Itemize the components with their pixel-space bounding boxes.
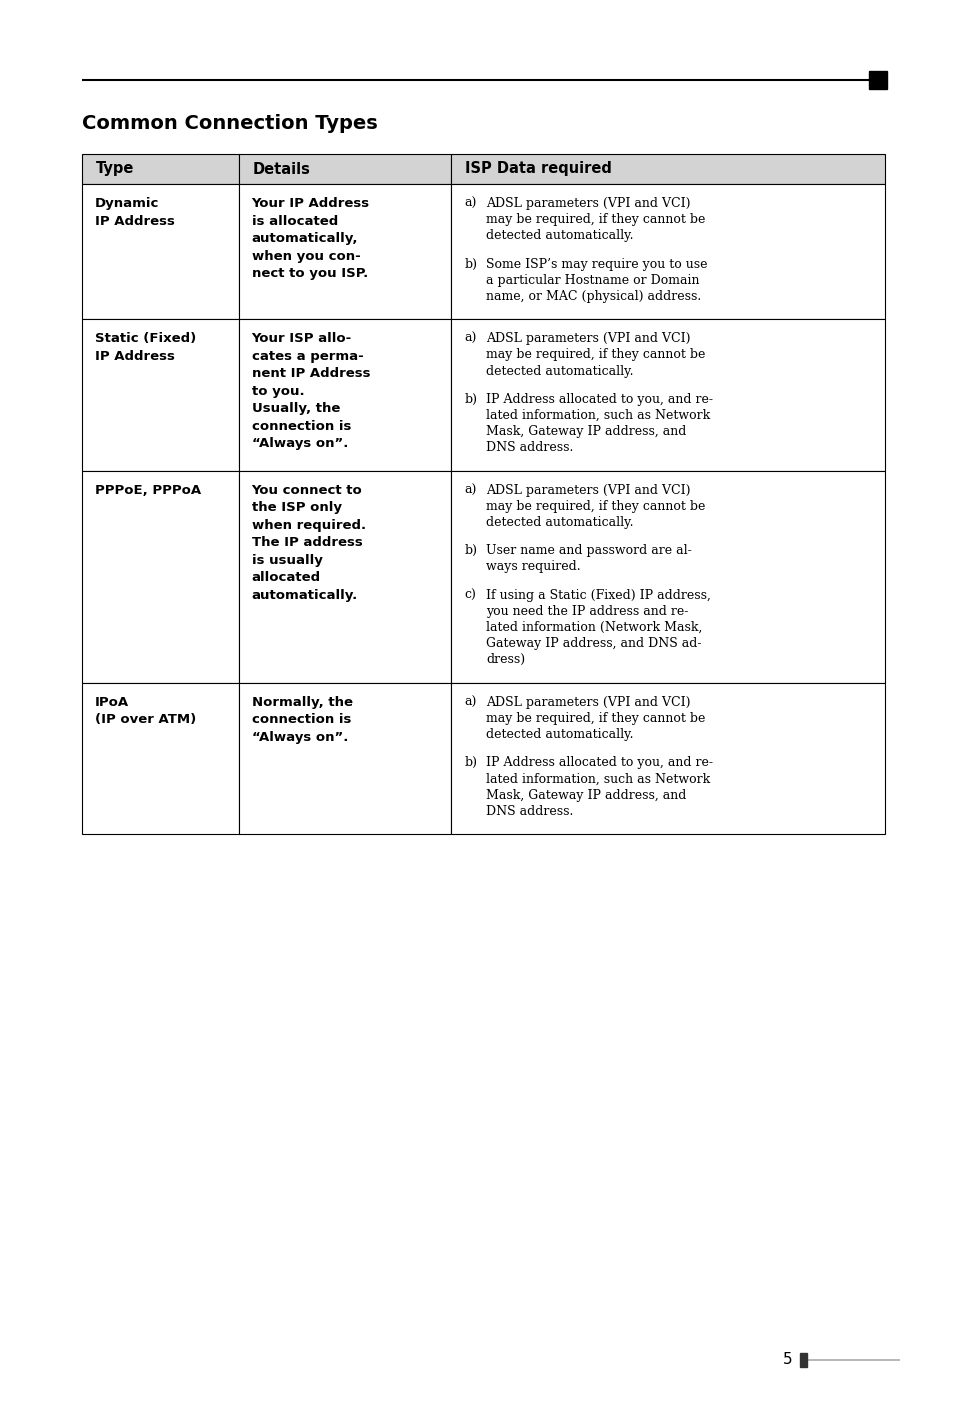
Text: DNS address.: DNS address. [486, 442, 573, 455]
FancyBboxPatch shape [868, 71, 886, 89]
Text: may be required, if they cannot be: may be required, if they cannot be [486, 349, 705, 361]
Text: ADSL parameters (VPI and VCI): ADSL parameters (VPI and VCI) [486, 198, 690, 210]
Text: Mask, Gateway IP address, and: Mask, Gateway IP address, and [486, 425, 686, 438]
Text: Mask, Gateway IP address, and: Mask, Gateway IP address, and [486, 788, 686, 802]
Text: lated information (Network Mask,: lated information (Network Mask, [486, 621, 702, 634]
FancyBboxPatch shape [451, 319, 884, 470]
Text: may be required, if they cannot be: may be required, if they cannot be [486, 712, 705, 724]
FancyBboxPatch shape [451, 470, 884, 682]
FancyBboxPatch shape [238, 319, 451, 470]
Text: may be required, if they cannot be: may be required, if they cannot be [486, 213, 705, 226]
Text: b): b) [464, 544, 476, 558]
Text: a): a) [464, 332, 476, 345]
Text: PPPoE, PPPoA: PPPoE, PPPoA [95, 483, 201, 497]
Text: a particular Hostname or Domain: a particular Hostname or Domain [486, 274, 700, 287]
Text: DNS address.: DNS address. [486, 805, 573, 818]
FancyBboxPatch shape [82, 319, 238, 470]
Text: Normally, the
connection is
“Always on”.: Normally, the connection is “Always on”. [252, 696, 353, 744]
Text: name, or MAC (physical) address.: name, or MAC (physical) address. [486, 289, 700, 304]
Text: may be required, if they cannot be: may be required, if they cannot be [486, 500, 705, 513]
Text: a): a) [464, 696, 476, 709]
Text: User name and password are al-: User name and password are al- [486, 544, 692, 558]
FancyBboxPatch shape [451, 184, 884, 319]
Text: a): a) [464, 483, 476, 497]
Text: ADSL parameters (VPI and VCI): ADSL parameters (VPI and VCI) [486, 696, 690, 709]
Text: detected automatically.: detected automatically. [486, 515, 633, 530]
Text: lated information, such as Network: lated information, such as Network [486, 409, 710, 422]
FancyBboxPatch shape [82, 682, 238, 834]
Text: Dynamic
IP Address: Dynamic IP Address [95, 198, 174, 227]
FancyBboxPatch shape [451, 154, 884, 184]
Text: b): b) [464, 393, 476, 405]
Text: detected automatically.: detected automatically. [486, 364, 633, 377]
FancyBboxPatch shape [82, 154, 238, 184]
FancyBboxPatch shape [238, 682, 451, 834]
FancyBboxPatch shape [238, 184, 451, 319]
Text: a): a) [464, 198, 476, 210]
Text: detected automatically.: detected automatically. [486, 729, 633, 741]
Text: If using a Static (Fixed) IP address,: If using a Static (Fixed) IP address, [486, 589, 711, 602]
Text: Common Connection Types: Common Connection Types [82, 114, 377, 133]
Text: ADSL parameters (VPI and VCI): ADSL parameters (VPI and VCI) [486, 332, 690, 345]
Text: Your IP Address
is allocated
automatically,
when you con-
nect to you ISP.: Your IP Address is allocated automatical… [252, 198, 370, 280]
Text: detected automatically.: detected automatically. [486, 229, 633, 243]
FancyBboxPatch shape [238, 470, 451, 682]
FancyBboxPatch shape [82, 184, 238, 319]
FancyBboxPatch shape [800, 1353, 806, 1367]
Text: b): b) [464, 257, 476, 271]
FancyBboxPatch shape [82, 470, 238, 682]
Text: Gateway IP address, and DNS ad-: Gateway IP address, and DNS ad- [486, 637, 701, 650]
Text: c): c) [464, 589, 476, 602]
Text: b): b) [464, 757, 476, 770]
Text: Some ISP’s may require you to use: Some ISP’s may require you to use [486, 257, 707, 271]
Text: IP Address allocated to you, and re-: IP Address allocated to you, and re- [486, 757, 713, 770]
Text: IP Address allocated to you, and re-: IP Address allocated to you, and re- [486, 393, 713, 405]
Text: You connect to
the ISP only
when required.
The IP address
is usually
allocated
a: You connect to the ISP only when require… [252, 483, 365, 602]
Text: ways required.: ways required. [486, 561, 580, 573]
Text: lated information, such as Network: lated information, such as Network [486, 772, 710, 785]
Text: IPoA
(IP over ATM): IPoA (IP over ATM) [95, 696, 196, 726]
Text: Type: Type [96, 161, 134, 176]
Text: dress): dress) [486, 654, 525, 666]
Text: Your ISP allo-
cates a perma-
nent IP Address
to you.
Usually, the
connection is: Your ISP allo- cates a perma- nent IP Ad… [252, 332, 370, 450]
Text: Details: Details [253, 161, 310, 176]
Text: 5: 5 [782, 1353, 792, 1367]
Text: ADSL parameters (VPI and VCI): ADSL parameters (VPI and VCI) [486, 483, 690, 497]
Text: ISP Data required: ISP Data required [465, 161, 612, 176]
FancyBboxPatch shape [238, 154, 451, 184]
FancyBboxPatch shape [451, 682, 884, 834]
Text: Static (Fixed)
IP Address: Static (Fixed) IP Address [95, 332, 196, 363]
Text: you need the IP address and re-: you need the IP address and re- [486, 604, 688, 618]
